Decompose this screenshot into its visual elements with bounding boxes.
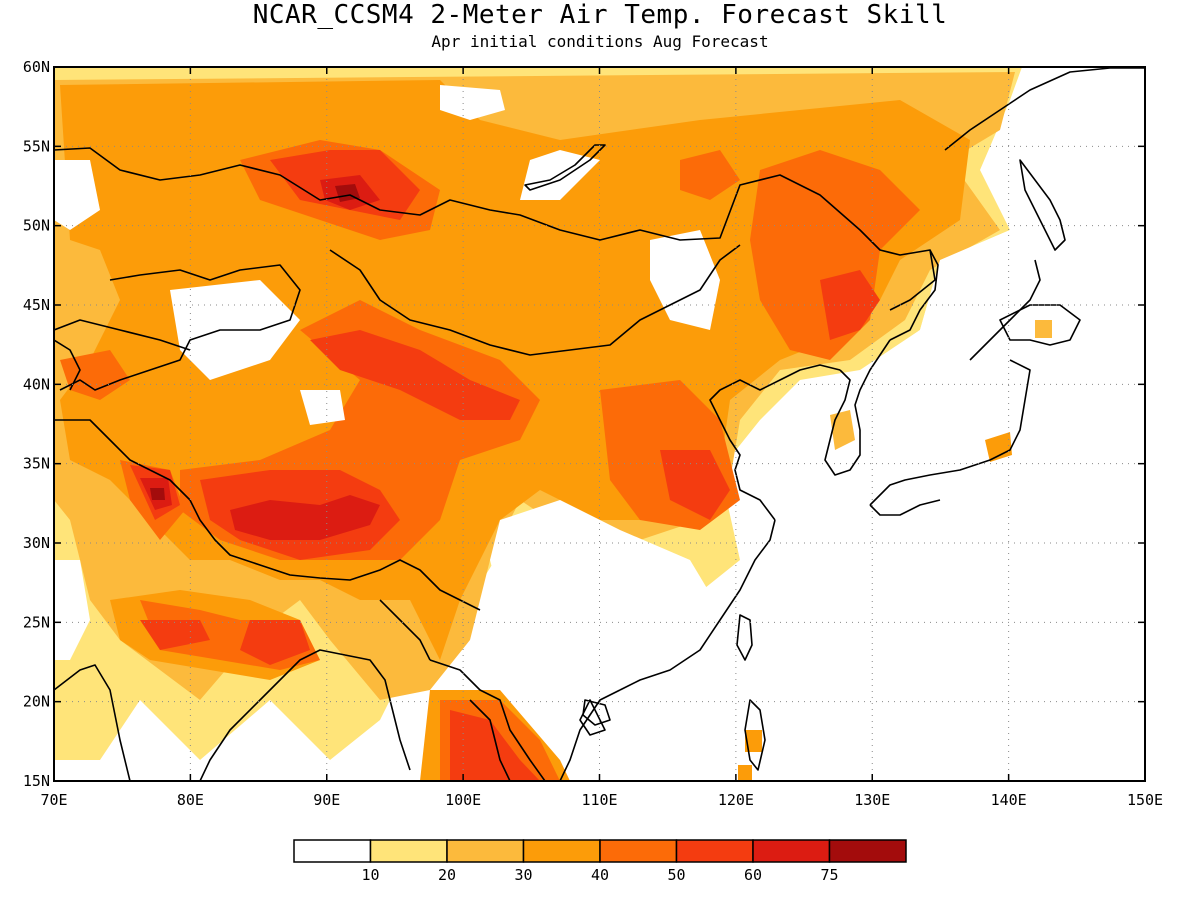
lat-tick-label: 55N xyxy=(23,137,50,155)
lon-tick-label: 90E xyxy=(313,791,340,809)
coastlines-and-borders xyxy=(54,67,1145,781)
map-subtitle: Apr initial conditions Aug Forecast xyxy=(431,32,769,51)
colorbar-label: 50 xyxy=(667,866,685,884)
lat-tick-label: 20N xyxy=(23,693,50,711)
colorbar-swatch xyxy=(522,839,601,863)
lat-tick-label: 35N xyxy=(23,455,50,473)
colorbar-swatch xyxy=(752,839,831,863)
lon-tick-label: 100E xyxy=(445,791,481,809)
lon-tick-label: 130E xyxy=(854,791,890,809)
axis-ticks xyxy=(53,66,1146,782)
colorbar-swatch xyxy=(828,839,907,863)
colorbar xyxy=(293,839,907,863)
colorbar-swatch xyxy=(675,839,754,863)
colorbar-label: 10 xyxy=(361,866,379,884)
lat-tick-label: 40N xyxy=(23,375,50,393)
lat-tick-label: 60N xyxy=(23,58,50,76)
colorbar-label: 60 xyxy=(744,866,762,884)
lon-tick-label: 110E xyxy=(581,791,617,809)
lon-tick-label: 80E xyxy=(177,791,204,809)
colorbar-labels: 10 20 30 40 50 60 75 xyxy=(361,866,838,884)
lon-tick-label: 120E xyxy=(718,791,754,809)
colorbar-swatch xyxy=(599,839,678,863)
lon-tick-label: 70E xyxy=(40,791,67,809)
lon-tick-label: 150E xyxy=(1127,791,1163,809)
gridlines xyxy=(54,67,1145,781)
map-title: NCAR_CCSM4 2-Meter Air Temp. Forecast Sk… xyxy=(252,0,948,30)
latitude-axis-labels: 15N 20N 25N 30N 35N 40N 45N 50N 55N 60N xyxy=(23,58,50,790)
lat-tick-label: 30N xyxy=(23,534,50,552)
lon-tick-label: 140E xyxy=(991,791,1027,809)
lat-tick-label: 50N xyxy=(23,217,50,235)
colorbar-swatch xyxy=(293,839,372,863)
lat-tick-label: 15N xyxy=(23,772,50,790)
longitude-axis-labels: 70E 80E 90E 100E 110E 120E 130E 140E 150E xyxy=(40,791,1163,809)
colorbar-swatch xyxy=(369,839,448,863)
colorbar-label: 20 xyxy=(438,866,456,884)
colorbar-label: 30 xyxy=(514,866,532,884)
lat-tick-label: 25N xyxy=(23,613,50,631)
colorbar-swatch xyxy=(446,839,525,863)
colorbar-label: 40 xyxy=(591,866,609,884)
colorbar-label: 75 xyxy=(820,866,838,884)
lat-tick-label: 45N xyxy=(23,296,50,314)
